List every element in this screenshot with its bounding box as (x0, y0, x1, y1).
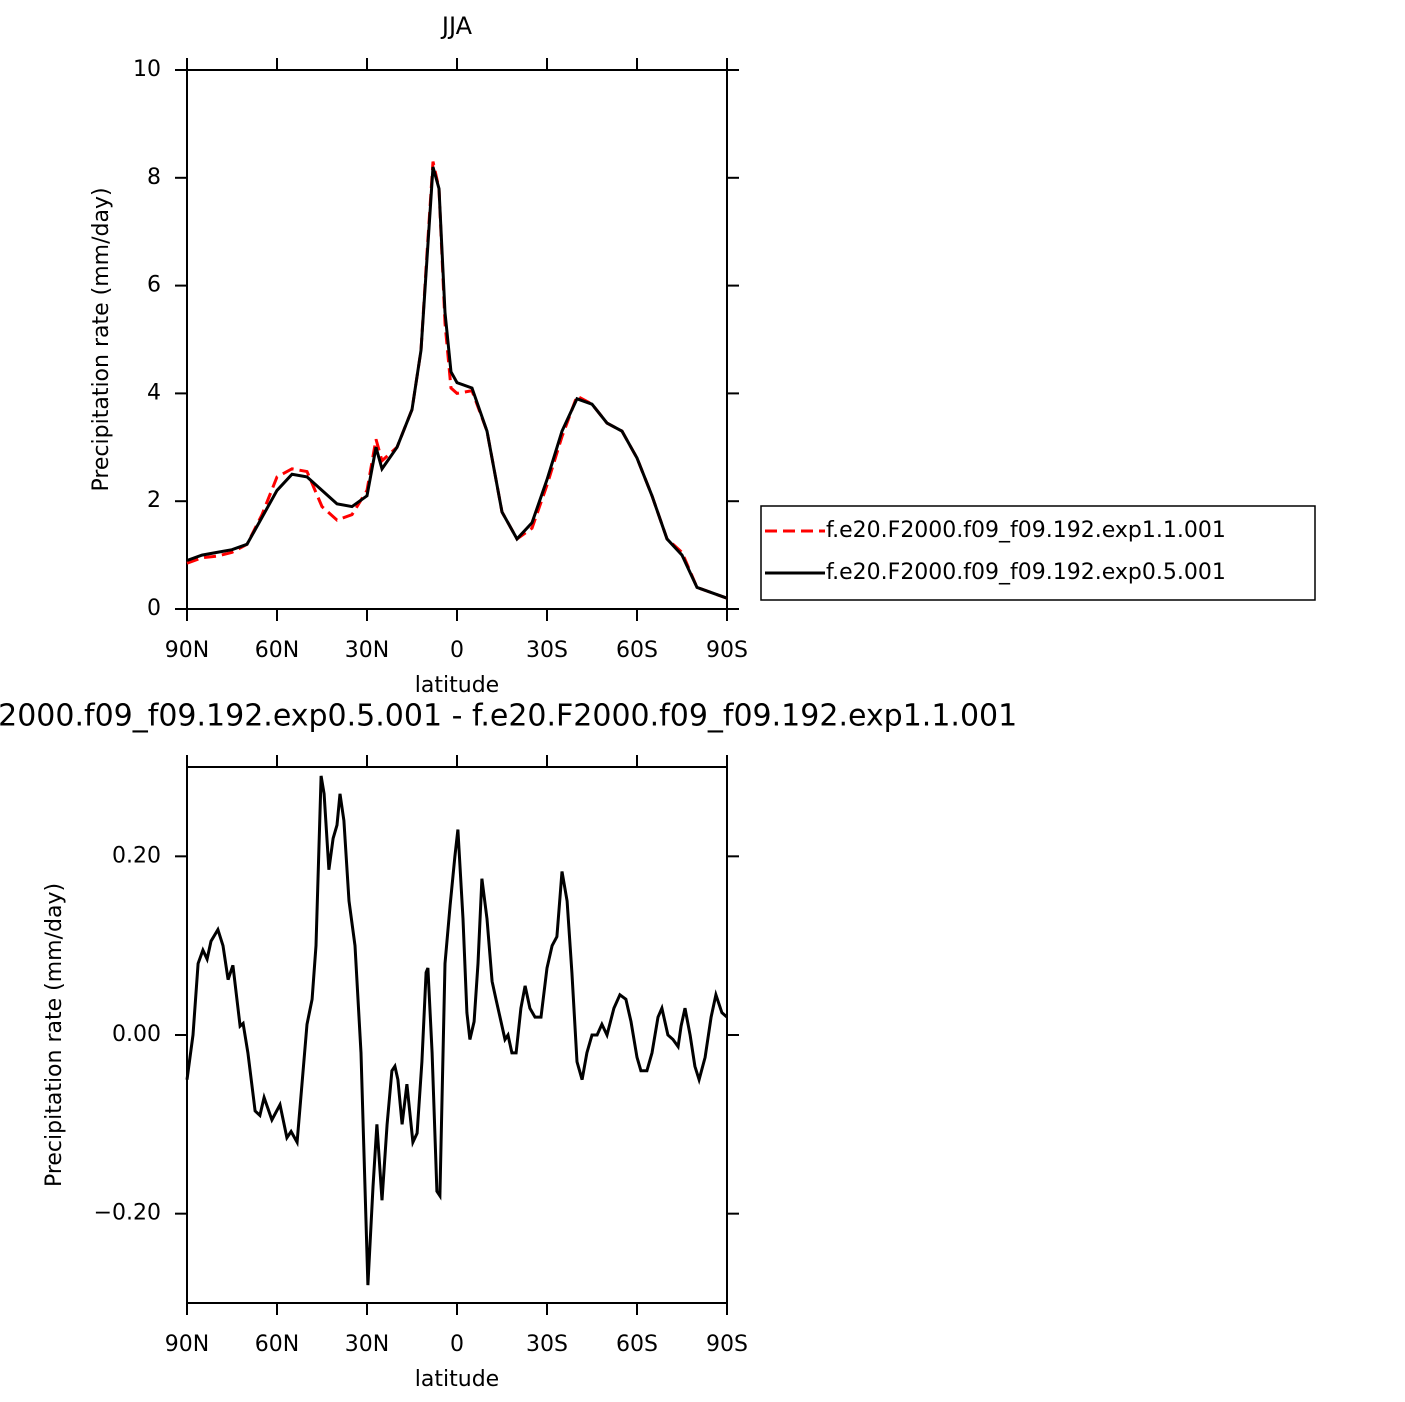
legend-box (760, 505, 1316, 601)
x-tick-label: 30N (345, 638, 389, 663)
plot-frame (186, 69, 728, 610)
x-tick-label: 90N (165, 638, 209, 663)
chart-title: JJA (440, 12, 473, 40)
y-tick-label: 2 (147, 488, 161, 513)
series-line (185, 775, 728, 1286)
legend-label: f.e20.F2000.f09_f09.192.exp1.1.001 (826, 518, 1226, 543)
y-axis-label: Precipitation rate (mm/day) (89, 187, 114, 491)
y-axis-label: Precipitation rate (mm/day) (42, 883, 67, 1187)
legend-label: f.e20.F2000.f09_f09.192.exp0.5.001 (826, 560, 1226, 585)
x-tick-label: 30S (526, 1332, 568, 1357)
chart-title: f.e20.F2000.f09_f09.192.exp0.5.001 - f.e… (0, 699, 1017, 734)
x-tick-label: 60N (255, 1332, 299, 1357)
y-tick-label: −0.20 (94, 1201, 161, 1226)
x-tick-label: 90N (165, 1332, 209, 1357)
y-tick-label: 6 (147, 273, 161, 298)
y-tick-label: 10 (133, 57, 161, 82)
x-tick-label: 60N (255, 638, 299, 663)
x-tick-label: 90S (706, 1332, 748, 1357)
x-tick-label: 90S (706, 638, 748, 663)
y-tick-label: 0.00 (112, 1022, 161, 1047)
x-tick-label: 60S (616, 638, 658, 663)
x-tick-label: 30S (526, 638, 568, 663)
y-tick-label: 4 (147, 380, 161, 405)
y-tick-label: 0 (147, 596, 161, 621)
x-tick-label: 0 (450, 638, 464, 663)
x-tick-label: 0 (450, 1332, 464, 1357)
x-tick-label: 30N (345, 1332, 389, 1357)
y-tick-label: 0.20 (112, 843, 161, 868)
series-line (186, 166, 728, 600)
y-tick-label: 8 (147, 165, 161, 190)
x-tick-label: 60S (616, 1332, 658, 1357)
x-axis-label: latitude (415, 1367, 499, 1392)
x-axis-label: latitude (415, 673, 499, 698)
